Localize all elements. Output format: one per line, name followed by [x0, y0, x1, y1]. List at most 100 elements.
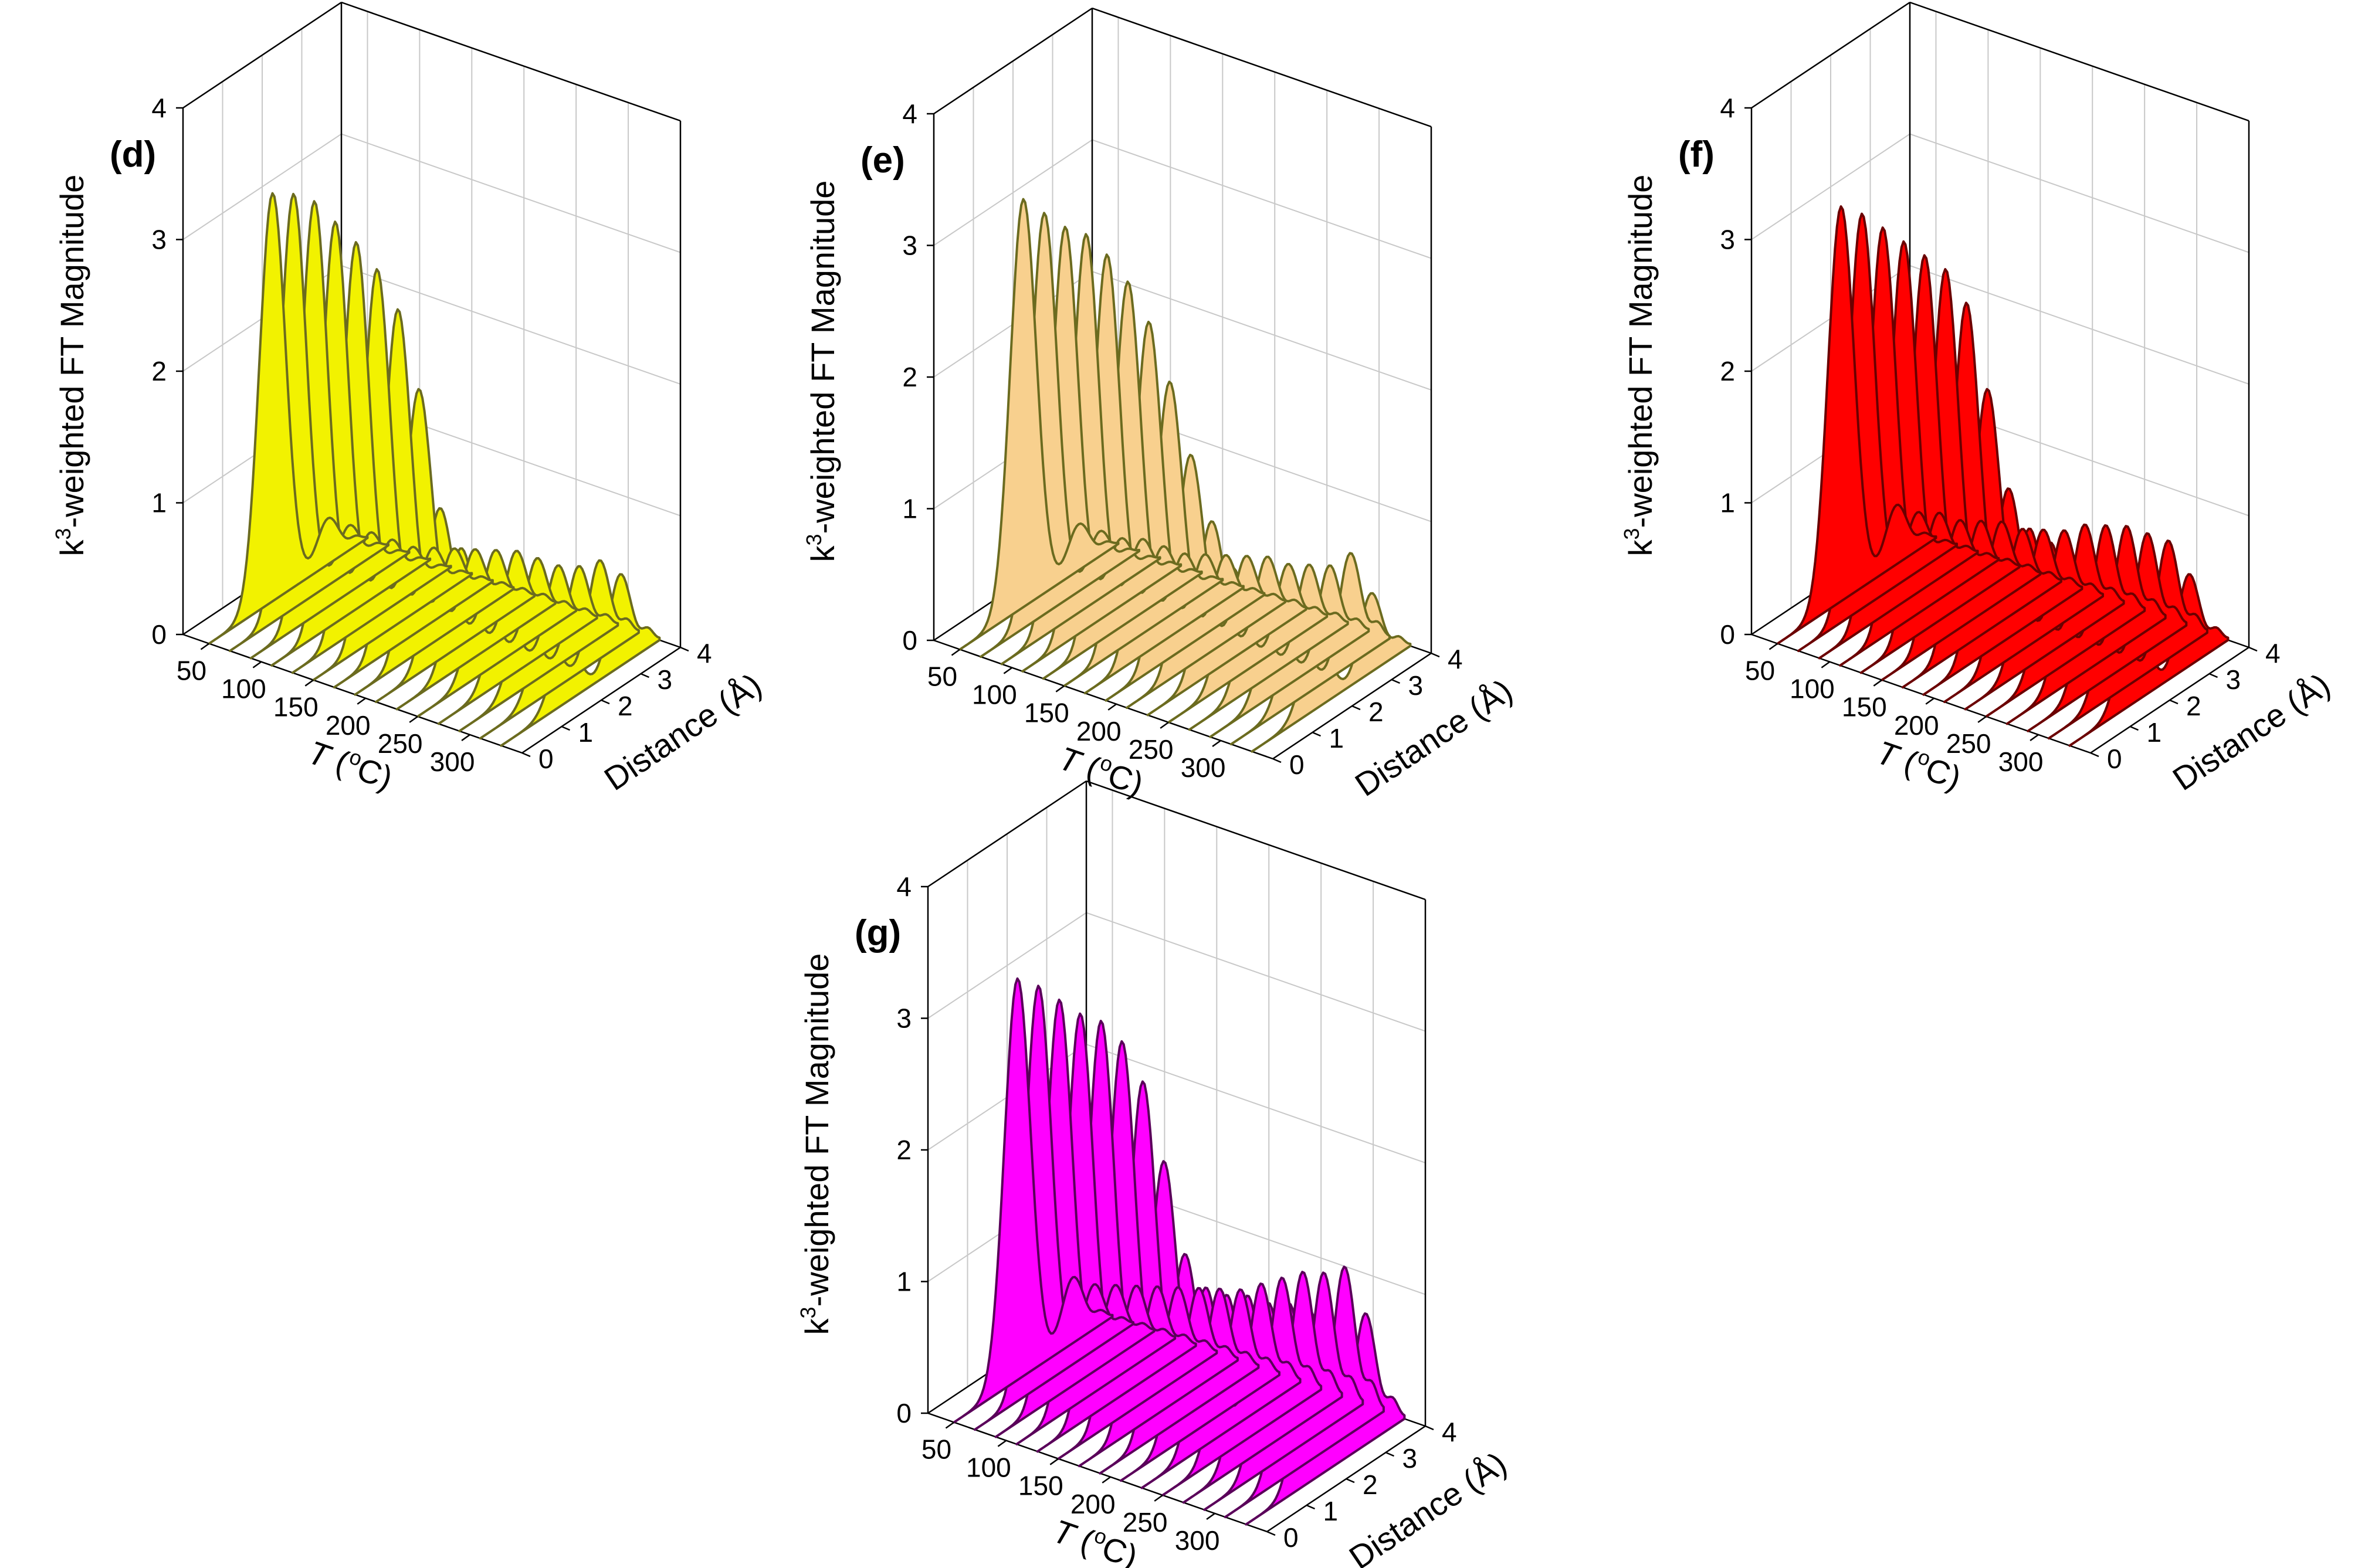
waterfall-slice [249, 200, 411, 660]
x-tick-mark [1873, 679, 1883, 687]
x-tick-mark [1107, 703, 1117, 711]
y-tick-label: 3 [1408, 670, 1424, 701]
y-tick-mark [2090, 752, 2099, 758]
x-tick-mark [1212, 739, 1221, 747]
y-tick-label: 1 [2147, 717, 2162, 748]
y-tick-mark [561, 725, 570, 731]
y-tick-label: 3 [2226, 664, 2241, 695]
waterfall-slice [953, 977, 1114, 1424]
waterfall-series [958, 198, 1412, 753]
y-tick-label: 2 [1363, 1469, 1378, 1500]
z-tick-label: 3 [896, 1003, 912, 1034]
x-tick-label: 300 [1181, 752, 1226, 783]
x-tick-mark [461, 734, 470, 741]
panel-label: (e) [860, 140, 905, 181]
x-tick-mark [1055, 685, 1065, 693]
x-tick-mark [945, 1421, 955, 1429]
x-tick-label: 50 [177, 656, 206, 686]
x-tick-label: 50 [927, 661, 957, 692]
z-tick-label: 4 [1720, 93, 1735, 123]
y-tick-label: 4 [1442, 1417, 1457, 1447]
z-tick-label: 1 [902, 494, 917, 524]
z-axis-title: k3-weighted FT Magnitude [1620, 175, 1659, 556]
x-tick-label: 50 [921, 1434, 951, 1465]
x-tick-label: 200 [1070, 1489, 1116, 1519]
gridline-z-back [341, 265, 681, 385]
x-tick-mark [1768, 643, 1778, 650]
y-tick-label: 4 [2265, 638, 2281, 668]
y-tick-mark [1385, 1451, 1394, 1457]
z-axis-title: k3-weighted FT Magnitude [51, 175, 90, 556]
axis-frame-edge [1092, 7, 1432, 128]
y-tick-label: 3 [1402, 1443, 1418, 1474]
y-tick-mark [1431, 652, 1440, 658]
y-tick-mark [2209, 673, 2218, 678]
z-tick-label: 4 [896, 871, 912, 902]
x-tick-mark [1102, 1476, 1111, 1484]
y-tick-mark [1312, 731, 1321, 737]
z-tick-label: 3 [151, 225, 167, 255]
x-tick-label: 150 [273, 692, 319, 722]
x-tick-label: 100 [1790, 674, 1835, 704]
y-axis-title: Distance (Å) [1343, 1445, 1513, 1568]
axis-frame-edge [182, 1, 342, 109]
x-tick-label: 150 [1024, 698, 1069, 728]
y-tick-mark [521, 752, 531, 758]
y-tick-mark [641, 673, 649, 678]
x-tick-label: 250 [1129, 734, 1174, 765]
y-tick-mark [2169, 699, 2179, 705]
y-tick-label: 4 [697, 638, 712, 668]
y-tick-label: 0 [538, 744, 554, 774]
gridline-z-back [1086, 912, 1426, 1032]
z-tick-label: 2 [896, 1135, 912, 1165]
x-tick-label: 300 [1998, 746, 2044, 777]
waterfall-slice [958, 198, 1120, 651]
y-tick-label: 1 [578, 717, 594, 748]
y-tick-mark [1272, 758, 1282, 763]
z-tick-label: 2 [1720, 356, 1735, 386]
waterfall-slice [1776, 205, 1937, 645]
x-tick-mark [1003, 667, 1013, 674]
y-tick-mark [1346, 1478, 1355, 1484]
z-tick-label: 2 [902, 362, 917, 392]
y-tick-mark [1351, 705, 1361, 711]
y-tick-label: 0 [1289, 749, 1305, 780]
z-tick-label: 0 [902, 625, 917, 656]
waterfall-series [953, 977, 1406, 1526]
y-tick-mark [1425, 1425, 1434, 1431]
panel-label: (f) [1678, 134, 1715, 175]
waterfall-slice [1078, 1080, 1239, 1468]
x-tick-label: 300 [1175, 1525, 1220, 1556]
axis-frame-edge [182, 633, 523, 754]
axis-frame-edge [933, 7, 1093, 115]
waterfall-slice [1901, 301, 2062, 689]
y-tick-label: 3 [658, 664, 673, 695]
y-tick-mark [2248, 646, 2258, 652]
x-tick-mark [1206, 1512, 1215, 1520]
x-tick-mark [200, 643, 210, 650]
gridline-z-back [1909, 133, 2249, 253]
z-tick-label: 0 [1720, 619, 1735, 650]
x-tick-label: 250 [378, 728, 423, 759]
z-tick-label: 1 [1720, 488, 1735, 518]
x-tick-label: 100 [972, 680, 1017, 710]
y-tick-mark [601, 699, 610, 705]
x-tick-mark [409, 715, 418, 723]
axis-frame-edge [933, 639, 1273, 760]
waterfall-slice [229, 192, 389, 652]
y-tick-label: 2 [1368, 697, 1384, 727]
x-tick-mark [997, 1440, 1007, 1447]
y-tick-label: 1 [1323, 1496, 1339, 1526]
x-tick-mark [304, 679, 314, 687]
z-tick-label: 4 [902, 99, 917, 129]
waterfall-series [208, 192, 661, 747]
waterfall-series [1776, 205, 2230, 747]
axis-frame-edge [927, 1412, 1268, 1533]
z-axis-title: k3-weighted FT Magnitude [796, 953, 835, 1335]
gridline-z-back [1086, 1044, 1426, 1163]
x-tick-label: 200 [1894, 710, 1939, 741]
